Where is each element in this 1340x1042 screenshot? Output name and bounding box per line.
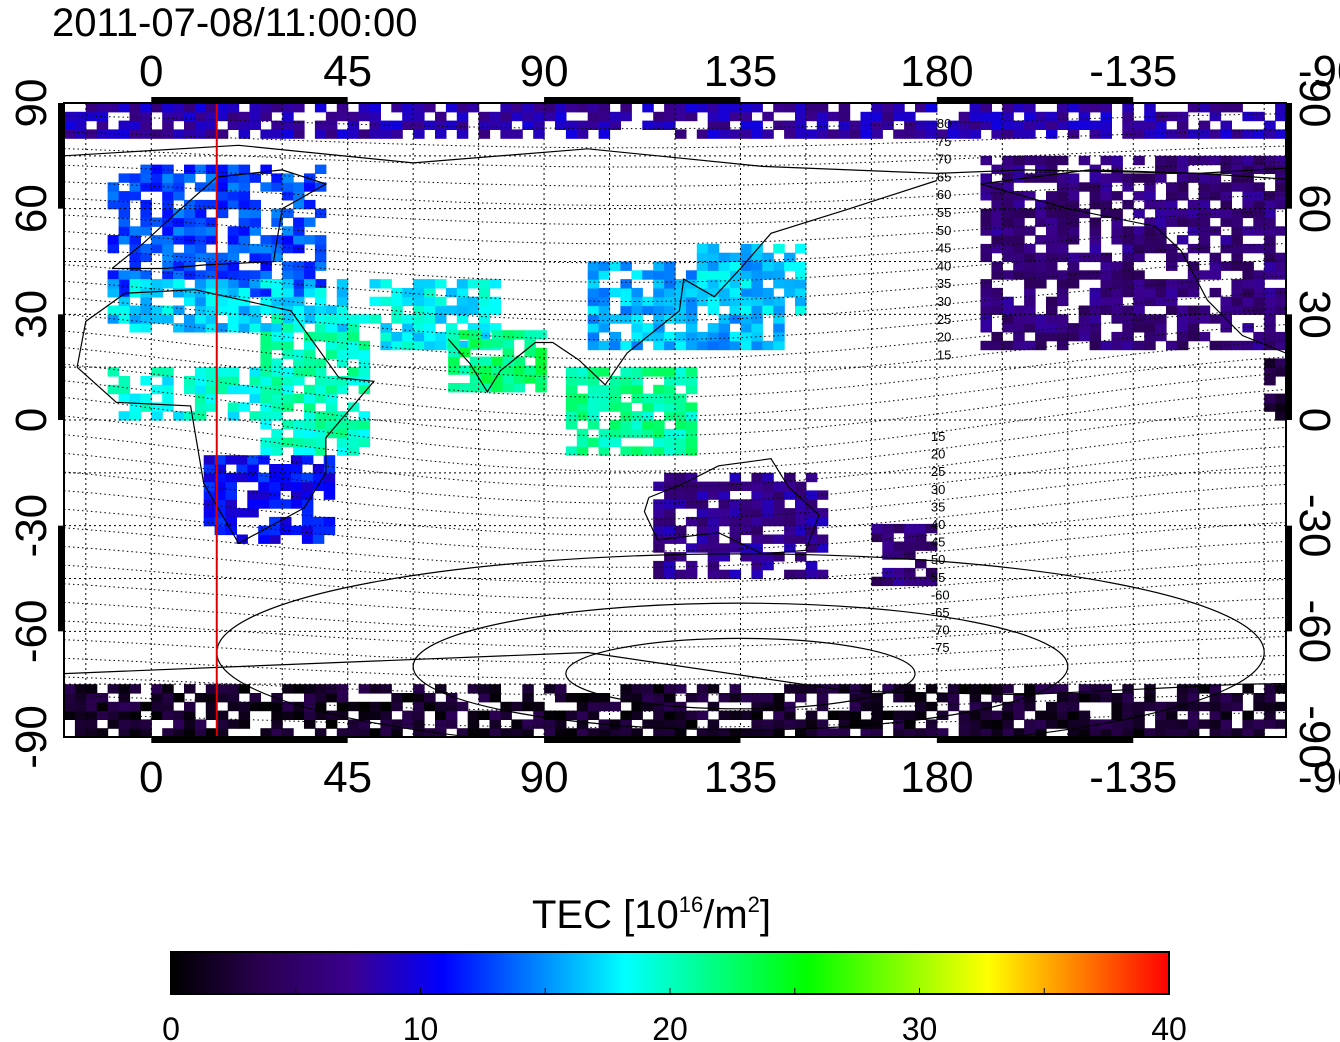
tec-region-mediterranean	[107, 279, 349, 333]
svg-text:TEC [1016/m2]: TEC [1016/m2]	[532, 892, 771, 937]
colorbar-tick-label: 10	[403, 1011, 439, 1042]
contour-label: 50	[931, 552, 945, 567]
contour-label: 40	[937, 258, 951, 273]
contour-label: 25	[931, 464, 945, 479]
left-lat-tick: 0	[7, 408, 56, 432]
contour-label: 40	[931, 517, 945, 532]
left-lat-tick: -30	[7, 494, 56, 558]
right-lat-tick: -90	[1290, 705, 1339, 769]
contour-label: 25	[937, 312, 951, 327]
tec-region-new-zealand	[871, 523, 938, 587]
contour-label: 35	[931, 499, 945, 514]
contour-label: 15	[931, 429, 945, 444]
tec-region-arctic-north	[64, 103, 1286, 139]
colorbar-label: TEC [1016/m2]	[532, 892, 771, 937]
geomagnetic-contours	[64, 113, 1286, 737]
bottom-lon-tick: 45	[323, 753, 372, 802]
top-lon-tick: 90	[520, 47, 569, 96]
bottom-lon-tick: 135	[704, 753, 777, 802]
tec-region-japan-korea	[696, 243, 807, 315]
contour-label: 60	[937, 187, 951, 202]
colorbar-tick-label: 0	[162, 1011, 180, 1042]
contour-label: 35	[937, 276, 951, 291]
right-lat-tick: 90	[1290, 79, 1339, 128]
contour-label: 20	[937, 330, 951, 345]
right-lat-tick: 0	[1290, 408, 1339, 432]
contour-label: 45	[931, 535, 945, 550]
tec-region-africa-east	[260, 314, 371, 456]
colorbar-tick-label: 40	[1151, 1011, 1187, 1042]
contour-label: -75	[931, 640, 950, 655]
tec-region-australia	[653, 472, 829, 580]
tec-region-antarctica	[64, 684, 1286, 737]
frame-scale-bars	[58, 97, 1292, 743]
tec-region-southern-africa	[203, 455, 336, 544]
top-lon-tick: -90	[1298, 47, 1340, 96]
contour-label: 30	[931, 482, 945, 497]
left-latitude-ticks: 90 60 30 0 -30 -60 -90	[7, 79, 56, 769]
colorbar-tick-label: 20	[652, 1011, 688, 1042]
right-lat-tick: -60	[1290, 600, 1339, 664]
map-title: 2011-07-08/11:00:00	[52, 1, 418, 45]
tec-region-north-pacific-north-america	[980, 155, 1286, 351]
top-lon-tick: 45	[323, 47, 372, 96]
contour-label: 65	[937, 169, 951, 184]
top-lon-tick: -135	[1089, 47, 1177, 96]
bottom-lon-tick: -135	[1089, 753, 1177, 802]
tec-region-central-america	[1264, 358, 1286, 421]
bottom-lon-tick: 0	[139, 753, 163, 802]
right-lat-tick: -30	[1290, 494, 1339, 558]
tec-region-india	[448, 330, 547, 393]
contour-label: 80	[937, 116, 951, 131]
tec-region-south-east-asia	[565, 367, 698, 456]
contour-label: -65	[931, 605, 950, 620]
left-lat-tick: 90	[7, 79, 56, 128]
coastlines	[64, 144, 1286, 696]
bottom-lon-tick: -90	[1298, 753, 1340, 802]
contour-label: 50	[937, 223, 951, 238]
contour-label: 30	[937, 294, 951, 309]
contour-label: -60	[931, 587, 950, 602]
colorbar-ticks: 0 10 20 30 40	[162, 988, 1187, 1042]
contour-label: 55	[931, 570, 945, 585]
contour-labels: 80 75 70 65 60 55 50 45 40 35 30 25 20 15 15 20 25 30 35 40…	[931, 116, 951, 655]
colorbar	[170, 951, 1170, 995]
right-lat-tick: 60	[1290, 184, 1339, 233]
tec-region-europe	[107, 164, 327, 298]
bottom-lon-tick: 90	[520, 753, 569, 802]
contour-label: -70	[931, 623, 950, 638]
left-lat-tick: 30	[7, 290, 56, 339]
right-lat-tick: 30	[1290, 290, 1339, 339]
top-lon-tick: 0	[139, 47, 163, 96]
contour-label: 20	[931, 447, 945, 462]
top-lon-tick: 180	[900, 47, 973, 96]
bottom-lon-tick: 180	[900, 753, 973, 802]
left-lat-tick: -60	[7, 600, 56, 664]
graticule-grid	[64, 103, 1286, 737]
contour-label: 15	[937, 347, 951, 362]
contour-label: 70	[937, 152, 951, 167]
contour-label: 55	[937, 205, 951, 220]
left-lat-tick: -90	[7, 705, 56, 769]
colorbar-tick-label: 30	[902, 1011, 938, 1042]
left-lat-tick: 60	[7, 184, 56, 233]
contour-label: 45	[937, 241, 951, 256]
contour-label: 75	[937, 134, 951, 149]
tec-region-africa-west	[107, 367, 283, 421]
right-latitude-ticks: 90 60 30 0 -30 -60 -90	[1290, 79, 1339, 769]
top-lon-tick: 135	[704, 47, 777, 96]
